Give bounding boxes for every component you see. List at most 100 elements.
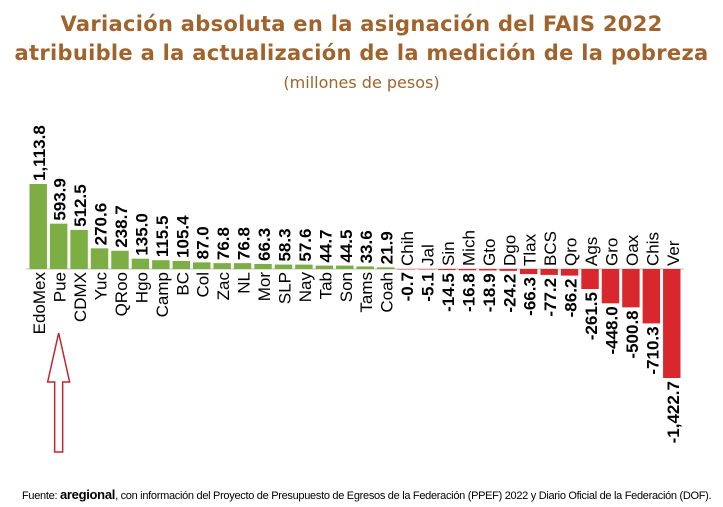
bar-Ags [581, 269, 599, 290]
value-label-Tlax: -66.3 [521, 277, 540, 316]
bar-SLP [274, 264, 293, 269]
bar-Gto [479, 269, 497, 271]
value-label-BC: 105.4 [173, 215, 192, 258]
bar-Mor [254, 263, 272, 269]
value-label-Col: 87.0 [194, 226, 213, 259]
value-label-Ver: -1,422.7 [664, 381, 683, 443]
bar-Dgo [499, 269, 517, 271]
bar-EdoMex [29, 184, 47, 269]
category-label-Gto: Gto [480, 239, 499, 266]
category-label-EdoMex: EdoMex [30, 272, 49, 335]
chart-title-line-1: Variación absoluta en la asignación del … [60, 12, 663, 36]
category-label-Hgo: Hgo [132, 272, 151, 303]
bar-NL [233, 263, 252, 269]
category-label-Ags: Ags [582, 237, 601, 266]
bar-Tams [356, 266, 374, 269]
category-label-NL: NL [235, 272, 254, 294]
category-label-Coah: Coah [378, 272, 397, 313]
bar-Tab [315, 265, 334, 269]
value-label-Mor: 66.3 [255, 228, 274, 261]
value-label-Jal: -5.1 [419, 272, 438, 301]
bar-Zac [213, 263, 231, 269]
category-label-QRoo: QRoo [112, 272, 131, 316]
category-label-Zac: Zac [214, 272, 233, 301]
value-label-Hgo: 135.0 [132, 213, 151, 256]
value-label-NL: 76.8 [235, 227, 254, 260]
bar-Ver [663, 269, 681, 378]
value-label-Tab: 44.7 [316, 229, 335, 262]
value-label-Chih: -0.7 [398, 272, 417, 301]
category-label-Mich: Mich [459, 230, 478, 266]
bar-Chih [397, 269, 415, 270]
value-label-Dgo: -24.2 [500, 274, 519, 313]
category-label-Chis: Chis [643, 232, 662, 266]
value-label-Tams: 33.6 [357, 230, 376, 263]
category-label-Gro: Gro [602, 238, 621, 266]
value-label-Gro: -448.0 [602, 306, 621, 354]
category-label-Nay: Nay [296, 272, 315, 303]
value-label-Yuc: 270.6 [92, 203, 111, 246]
category-label-Ver: Ver [664, 240, 683, 266]
highlight-arrow-icon [46, 332, 71, 453]
category-label-BC: BC [173, 272, 192, 296]
source-brand: aregional [59, 487, 116, 502]
value-label-Chis: -710.3 [643, 326, 662, 374]
bar-Coah [376, 267, 395, 269]
value-label-BCS: -77.2 [541, 278, 560, 317]
category-label-Tab: Tab [316, 272, 335, 299]
category-label-Son: Son [337, 272, 356, 302]
category-label-Oax: Oax [623, 234, 642, 266]
category-label-Col: Col [194, 272, 213, 298]
bar-Pue [49, 223, 68, 269]
bar-Oax [622, 269, 640, 308]
value-label-Coah: 21.9 [378, 231, 397, 264]
bar-Gro [601, 269, 620, 304]
category-label-Tlax: Tlax [521, 233, 540, 266]
value-label-Zac: 76.8 [214, 227, 233, 260]
bar-Chis [642, 269, 661, 324]
bar-Yuc [90, 248, 109, 269]
value-label-EdoMex: 1,113.8 [30, 125, 49, 181]
bar-Nay [295, 264, 313, 269]
bar-Qro [560, 269, 579, 276]
value-label-Camp: 115.5 [153, 216, 172, 258]
category-label-Mor: Mor [255, 272, 274, 302]
bar-Camp [152, 260, 170, 269]
value-label-Oax: -500.8 [623, 310, 642, 358]
bar-CDMX [70, 229, 88, 269]
category-label-Camp: Camp [153, 272, 172, 317]
category-label-Dgo: Dgo [500, 235, 519, 266]
value-label-Ags: -261.5 [582, 292, 601, 340]
value-label-CDMX: 512.5 [71, 184, 90, 227]
value-label-Pue: 593.9 [51, 178, 70, 221]
bar-BCS [540, 269, 558, 275]
bar-Jal [417, 269, 436, 270]
value-label-SLP: 58.3 [275, 228, 294, 261]
category-label-CDMX: CDMX [71, 272, 90, 322]
category-label-Jal: Jal [419, 244, 438, 266]
source-note: Fuente: aregional, con información del P… [22, 487, 712, 502]
source-text: , con información del Proyecto de Presup… [115, 490, 712, 502]
value-label-Gto: -18.9 [480, 273, 499, 312]
bar-Sin [438, 269, 456, 271]
source-prefix: Fuente: [22, 490, 60, 502]
category-label-BCS: BCS [541, 231, 560, 266]
bar-Son [336, 265, 354, 269]
bar-Mich [458, 269, 477, 271]
chart-title-line-2: atribuible a la actualización de la medi… [14, 41, 709, 65]
value-label-QRoo: 238.7 [112, 205, 131, 248]
bar-QRoo [111, 250, 129, 269]
category-label-SLP: SLP [275, 272, 294, 304]
category-label-Tams: Tams [357, 272, 376, 313]
value-label-Qro: -86.2 [562, 279, 581, 318]
category-label-Yuc: Yuc [92, 272, 111, 301]
category-label-Sin: Sin [439, 241, 458, 266]
value-label-Nay: 57.6 [296, 229, 315, 262]
category-label-Pue: Pue [51, 272, 70, 302]
category-label-Chih: Chih [398, 231, 417, 266]
chart-subtitle: (millones de pesos) [283, 73, 440, 92]
value-label-Son: 44.5 [337, 230, 356, 263]
bar-Hgo [131, 258, 150, 269]
value-label-Sin: -14.5 [439, 273, 458, 312]
value-label-Mich: -16.8 [459, 273, 478, 312]
